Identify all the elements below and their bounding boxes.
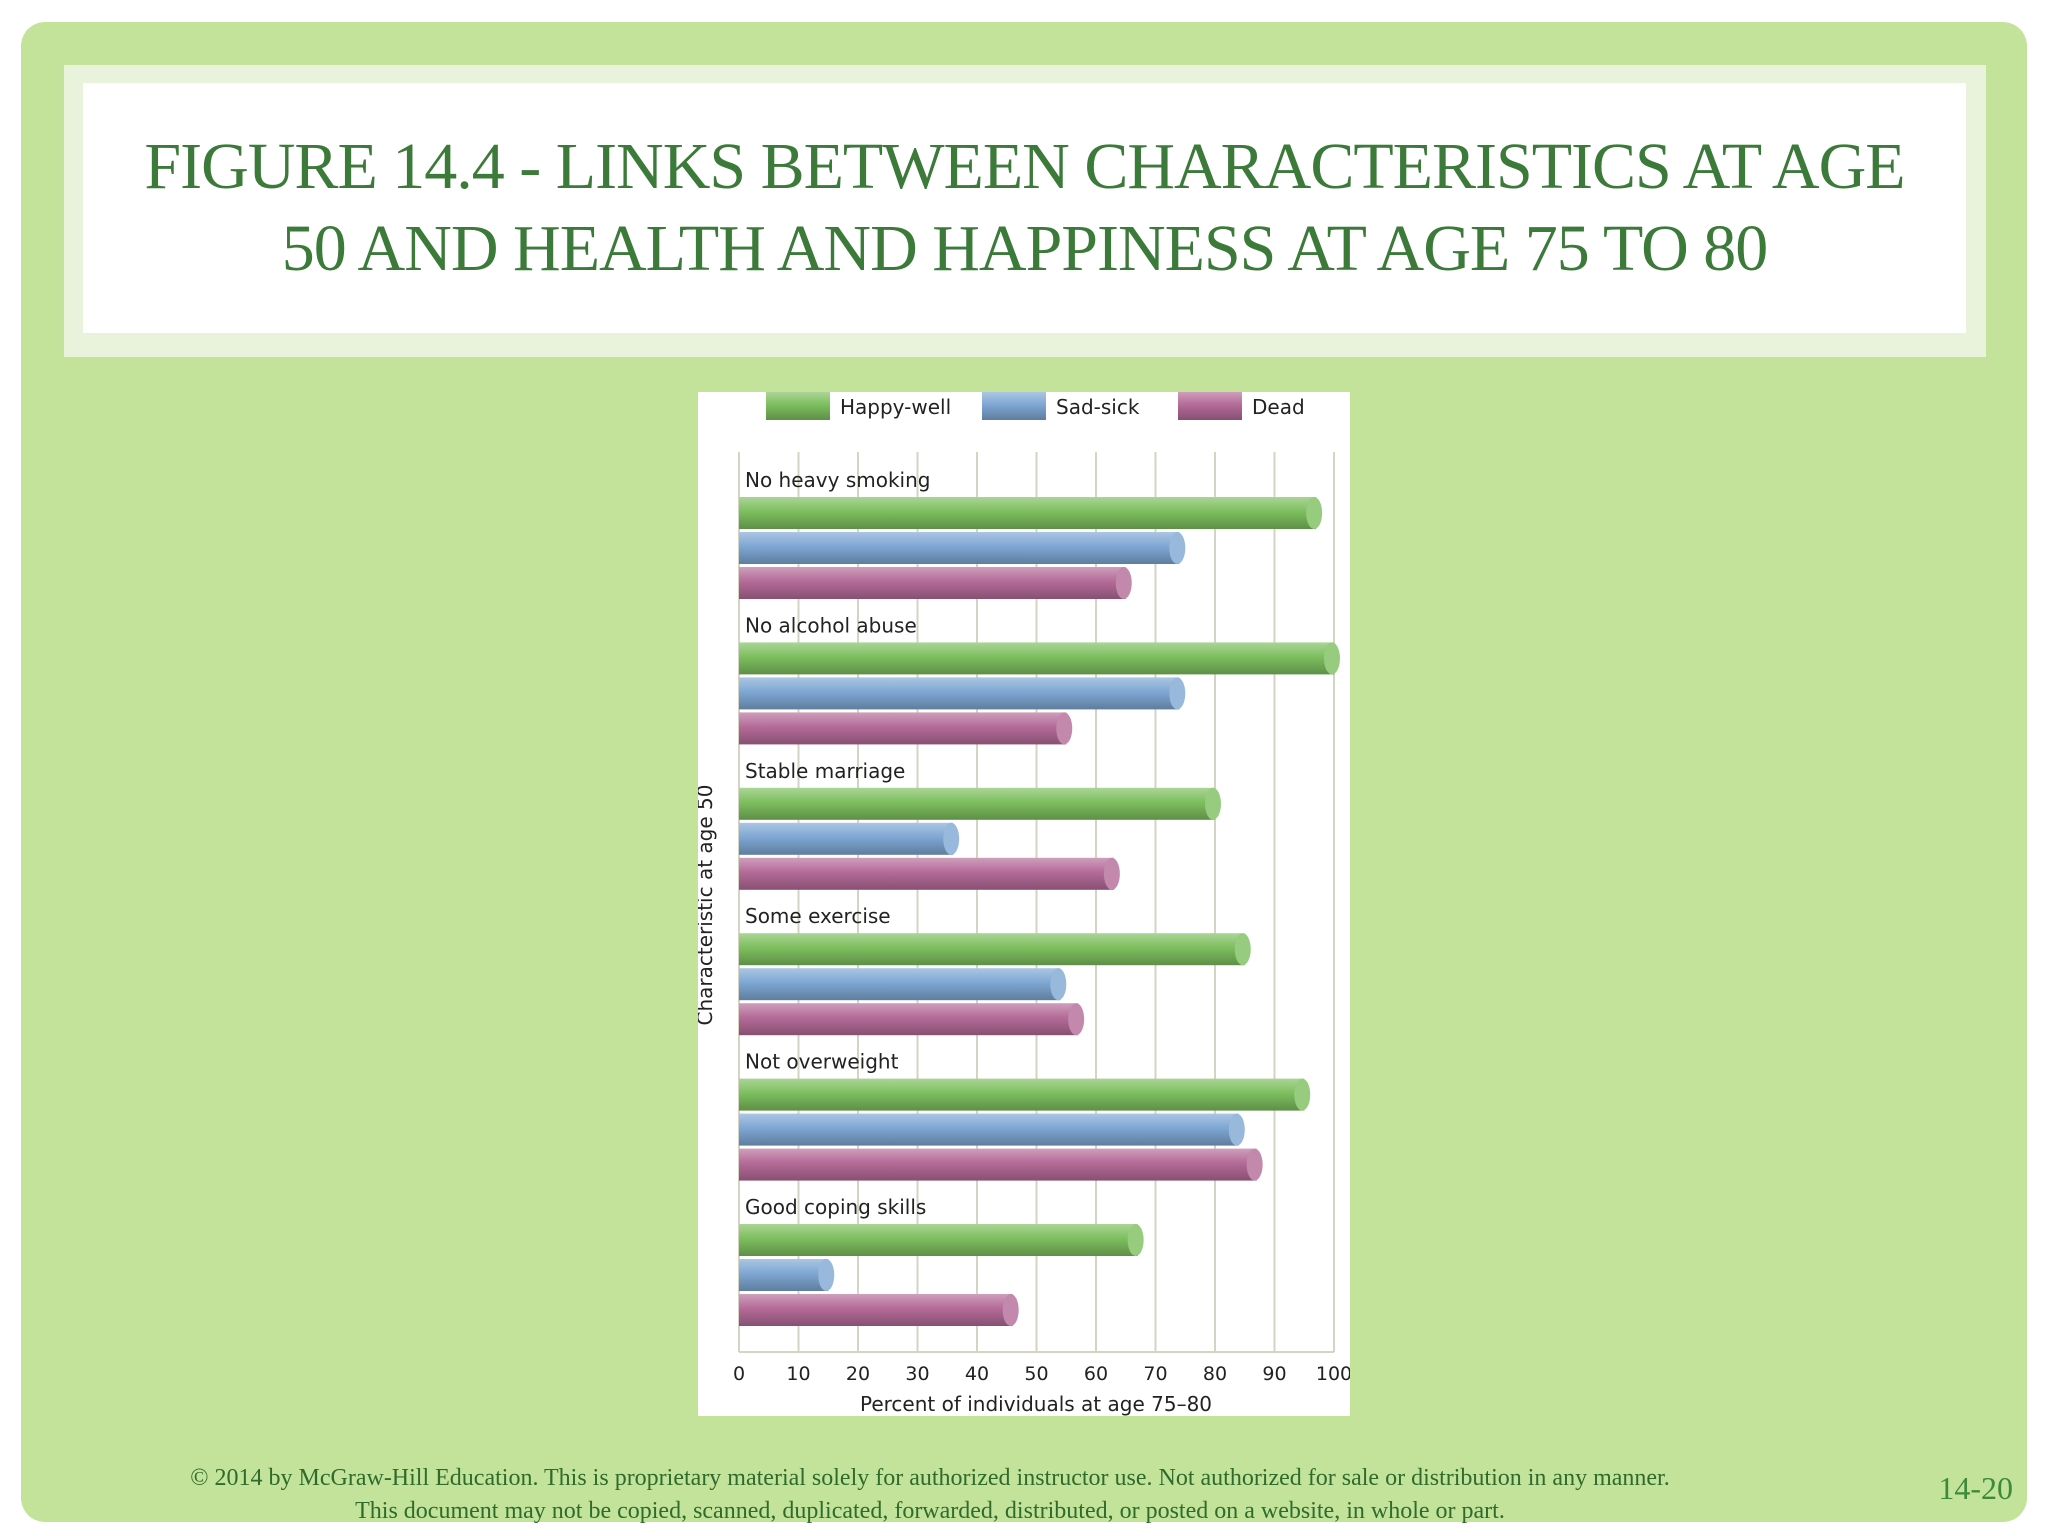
bar-end-cap [1169, 532, 1186, 564]
x-tick-label: 30 [905, 1363, 929, 1385]
bar-end-cap [1068, 1003, 1085, 1036]
x-axis-label: Percent of individuals at age 75–80 [860, 1392, 1212, 1416]
bar-end-cap [1246, 1148, 1263, 1181]
legend-label: Dead [1252, 395, 1305, 419]
bar-dead [739, 1148, 1257, 1181]
category-label: Good coping skills [745, 1195, 926, 1219]
bar-end-cap [1050, 968, 1067, 1001]
bar-end-cap [1127, 1224, 1144, 1256]
bar-dead [739, 1294, 1013, 1326]
x-tick-label: 80 [1203, 1363, 1227, 1385]
bar-end-cap [1002, 1294, 1019, 1326]
bar-chart: Happy-well Sad-sick Dead No heavy smoking No… [698, 392, 1350, 1416]
legend-swatch-dead [1178, 392, 1242, 420]
category-label: Not overweight [745, 1050, 899, 1074]
x-tick-label: 90 [1262, 1363, 1286, 1385]
x-tick-label: 40 [965, 1363, 989, 1385]
category-label: No heavy smoking [745, 468, 930, 492]
bar-sad-sick [739, 1259, 829, 1291]
bar-sad-sick [739, 677, 1180, 710]
bar-dead [739, 1003, 1079, 1036]
page-number: 14-20 [1938, 1470, 2013, 1506]
legend-label: Sad-sick [1056, 395, 1140, 419]
bar-end-cap [1234, 933, 1251, 966]
bar-end-cap [1228, 1113, 1245, 1146]
bar-happy-well [739, 642, 1334, 675]
bar-sad-sick [739, 532, 1180, 564]
x-tick-label: 60 [1084, 1363, 1108, 1385]
footer-line-1: © 2014 by McGraw-Hill Education. This is… [190, 1465, 1670, 1491]
bar-end-cap [1103, 857, 1120, 890]
copyright-footer: © 2014 by McGraw-Hill Education. This is… [40, 1462, 1820, 1528]
bar-end-cap [1115, 567, 1132, 599]
bar-dead [739, 567, 1126, 599]
bar-sad-sick [739, 1113, 1239, 1146]
x-tick-label: 20 [846, 1363, 870, 1385]
bar-end-cap [818, 1259, 835, 1291]
bar-happy-well [739, 1224, 1138, 1256]
legend-swatch-sad-sick [982, 392, 1046, 420]
legend-label: Happy-well [840, 395, 951, 419]
bar-end-cap [1169, 677, 1186, 710]
bar-sad-sick [739, 968, 1061, 1001]
x-tick-label: 100 [1316, 1363, 1350, 1385]
category-label: No alcohol abuse [745, 613, 917, 637]
bar-end-cap [1056, 712, 1073, 745]
x-tick-label: 10 [786, 1363, 810, 1385]
bar-end-cap [1205, 787, 1221, 820]
bar-happy-well [739, 933, 1245, 966]
title-box: FIGURE 14.4 - LINKS BETWEEN CHARACTERIST… [83, 83, 1966, 333]
footer-line-2: This document may not be copied, scanned… [355, 1498, 1505, 1524]
bar-happy-well [739, 497, 1317, 529]
bar-end-cap [1294, 1078, 1311, 1111]
slide-title: FIGURE 14.4 - LINKS BETWEEN CHARACTERIST… [144, 130, 1905, 285]
x-tick-label: 0 [733, 1363, 745, 1385]
bar-end-cap [1306, 497, 1323, 529]
bar-sad-sick [739, 822, 954, 855]
category-label: Some exercise [745, 904, 891, 928]
y-axis-label: Characteristic at age 50 [698, 785, 717, 1026]
x-tick-label: 50 [1024, 1363, 1048, 1385]
bar-dead [739, 712, 1067, 745]
legend-swatch-happy-well [766, 392, 830, 420]
bar-happy-well [739, 787, 1215, 820]
category-label: Stable marriage [745, 759, 905, 783]
bar-dead [739, 857, 1114, 890]
chart-panel: Happy-well Sad-sick Dead No heavy smoking No… [698, 392, 1350, 1416]
bar-end-cap [943, 822, 960, 855]
bar-end-cap [1324, 642, 1340, 675]
x-tick-label: 70 [1143, 1363, 1167, 1385]
bar-happy-well [739, 1078, 1305, 1111]
